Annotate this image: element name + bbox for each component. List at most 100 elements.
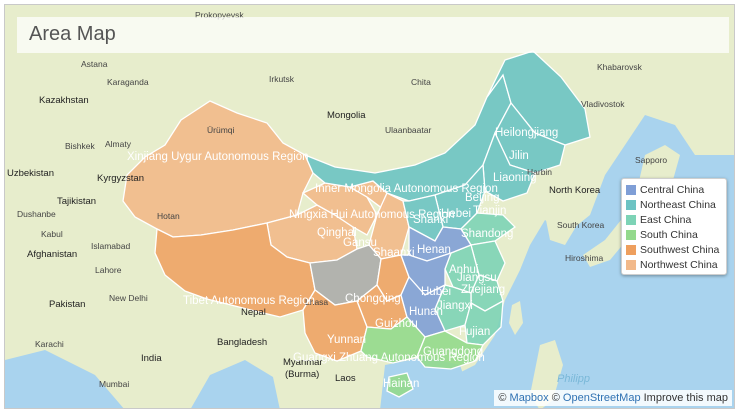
label-irkutsk: Irkutsk: [269, 74, 295, 84]
label-urumqi: Ürümqi: [207, 125, 235, 135]
label-karachi: Karachi: [35, 339, 64, 349]
label-chita: Chita: [411, 77, 431, 87]
legend-item-northwest: Northwest China: [626, 257, 722, 272]
label-mongolia: Mongolia: [327, 110, 366, 121]
label-hebei: Hebei: [441, 208, 471, 220]
label-xinjiang: Xinjiang Uygur Autonomous Region: [127, 151, 309, 163]
region-guangdong[interactable]: [416, 330, 484, 370]
legend-label: Southwest China: [640, 243, 720, 256]
copyright-symbol: ©: [498, 392, 507, 404]
mapbox-link[interactable]: Mapbox: [509, 392, 549, 404]
legend-label: South China: [640, 228, 698, 241]
south-china-sea: [380, 357, 475, 408]
label-shaanxi: Shaanxi: [373, 247, 415, 259]
region-heilongjiang[interactable]: [486, 50, 591, 146]
label-south-korea: South Korea: [557, 220, 605, 230]
label-gansu: Gansu: [343, 237, 377, 249]
legend-swatch: [626, 229, 636, 240]
legend-swatch: [626, 259, 636, 270]
label-henan: Henan: [417, 244, 451, 256]
legend-item-central: Central China: [626, 182, 722, 197]
legend-label: Northwest China: [640, 258, 718, 271]
label-tianjin: Tianjin: [473, 205, 506, 217]
label-ulaanbaatar: Ulaanbaatar: [385, 125, 431, 135]
legend-swatch: [626, 214, 636, 225]
label-lahore: Lahore: [95, 265, 122, 275]
label-vladivostok: Vladivostok: [581, 99, 625, 109]
label-tajikistan: Tajikistan: [57, 196, 96, 207]
improve-map-link[interactable]: Improve this map: [643, 392, 728, 404]
label-hotan: Hotan: [157, 211, 180, 221]
label-shandong: Shandong: [461, 228, 513, 240]
label-new-delhi: New Delhi: [109, 293, 148, 303]
label-north-korea: North Korea: [549, 185, 601, 196]
label-hiroshima: Hiroshima: [565, 253, 604, 263]
label-kyrgyzstan: Kyrgyzstan: [97, 173, 144, 184]
label-bangladesh: Bangladesh: [217, 337, 267, 348]
label-yunnan: Yunnan: [327, 334, 366, 346]
legend-label: Central China: [640, 183, 705, 196]
legend-label: East China: [640, 213, 692, 226]
label-beijing: Beijing: [465, 192, 500, 204]
map-title: Area Map: [29, 23, 116, 45]
label-sapporo: Sapporo: [635, 155, 667, 165]
label-jiangxi: Jiangxi: [437, 300, 473, 312]
legend-item-south: South China: [626, 227, 722, 242]
copyright-symbol: ©: [551, 392, 560, 404]
label-jilin: Jilin: [509, 150, 529, 162]
label-ningxia: Ningxia Hui Autonomous Region: [289, 209, 455, 221]
label-laos: Laos: [335, 373, 356, 384]
legend-swatch: [626, 184, 636, 195]
label-hainan: Hainan: [383, 378, 419, 390]
label-karaganda: Karaganda: [107, 77, 149, 87]
label-fujian: Fujian: [459, 326, 490, 338]
label-anhui: Anhui: [449, 264, 478, 276]
label-chongqing: Chongqing: [345, 293, 401, 305]
legend-swatch: [626, 199, 636, 210]
label-khabarovsk: Khabarovsk: [597, 62, 643, 72]
label-astana: Astana: [81, 59, 108, 69]
region-liaoning[interactable]: [482, 131, 536, 202]
map-frame[interactable]: Kazakhstan Mongolia Uzbekistan Kyrgyzsta…: [4, 4, 735, 409]
label-hubei: Hubei: [421, 286, 451, 298]
label-pakistan: Pakistan: [49, 299, 85, 310]
label-nepal: Nepal: [241, 307, 266, 318]
label-kabul: Kabul: [41, 229, 63, 239]
arabian-sea: [5, 350, 124, 408]
label-guizhou: Guizhou: [375, 318, 418, 330]
label-tibet: Tibet Autonomous Region: [183, 295, 315, 307]
label-dushanbe: Dushanbe: [17, 209, 56, 219]
bay-of-bengal: [191, 360, 280, 408]
label-afghanistan: Afghanistan: [27, 249, 77, 260]
label-shanxi: Shanxi: [413, 214, 448, 226]
label-qinghai: Qinghai: [317, 227, 357, 239]
label-philippines: Philipp: [557, 373, 590, 385]
label-uzbekistan: Uzbekistan: [7, 168, 54, 179]
label-hunan: Hunan: [409, 306, 443, 318]
legend-item-southwest: Southwest China: [626, 242, 722, 257]
map-canvas[interactable]: Kazakhstan Mongolia Uzbekistan Kyrgyzsta…: [5, 5, 735, 409]
label-harbin: Harbin: [527, 167, 552, 177]
label-bishkek: Bishkek: [65, 141, 96, 151]
label-liaoning: Liaoning: [493, 172, 536, 184]
label-lhasa: Lhasa: [305, 297, 328, 307]
osm-link[interactable]: OpenStreetMap: [562, 392, 641, 404]
title-bar: Area Map: [17, 17, 729, 53]
label-mumbai: Mumbai: [99, 379, 129, 389]
label-myanmar-1: Myanmar: [283, 357, 323, 368]
label-guangdong: Guangdong: [423, 346, 483, 358]
label-almaty: Almaty: [105, 139, 132, 149]
taiwan-land: [509, 301, 523, 335]
legend: Central China Northeast China East China…: [621, 178, 727, 275]
legend-item-east: East China: [626, 212, 722, 227]
label-jiangsu: Jiangsu: [457, 272, 497, 284]
attribution: © Mapbox © OpenStreetMap Improve this ma…: [494, 390, 732, 406]
label-zhejiang: Zhejiang: [461, 284, 505, 296]
label-guangxi: Guangxi Zhuang Autonomous Region: [293, 352, 485, 364]
label-india: India: [141, 353, 162, 364]
label-myanmar-2: (Burma): [285, 369, 319, 380]
region-hainan[interactable]: [386, 372, 414, 398]
label-inner-mongolia: Inner Mongolia Autonomous Region: [315, 183, 498, 195]
legend-item-northeast: Northeast China: [626, 197, 722, 212]
label-prokopyevsk: Prokopyevsk: [195, 10, 244, 20]
